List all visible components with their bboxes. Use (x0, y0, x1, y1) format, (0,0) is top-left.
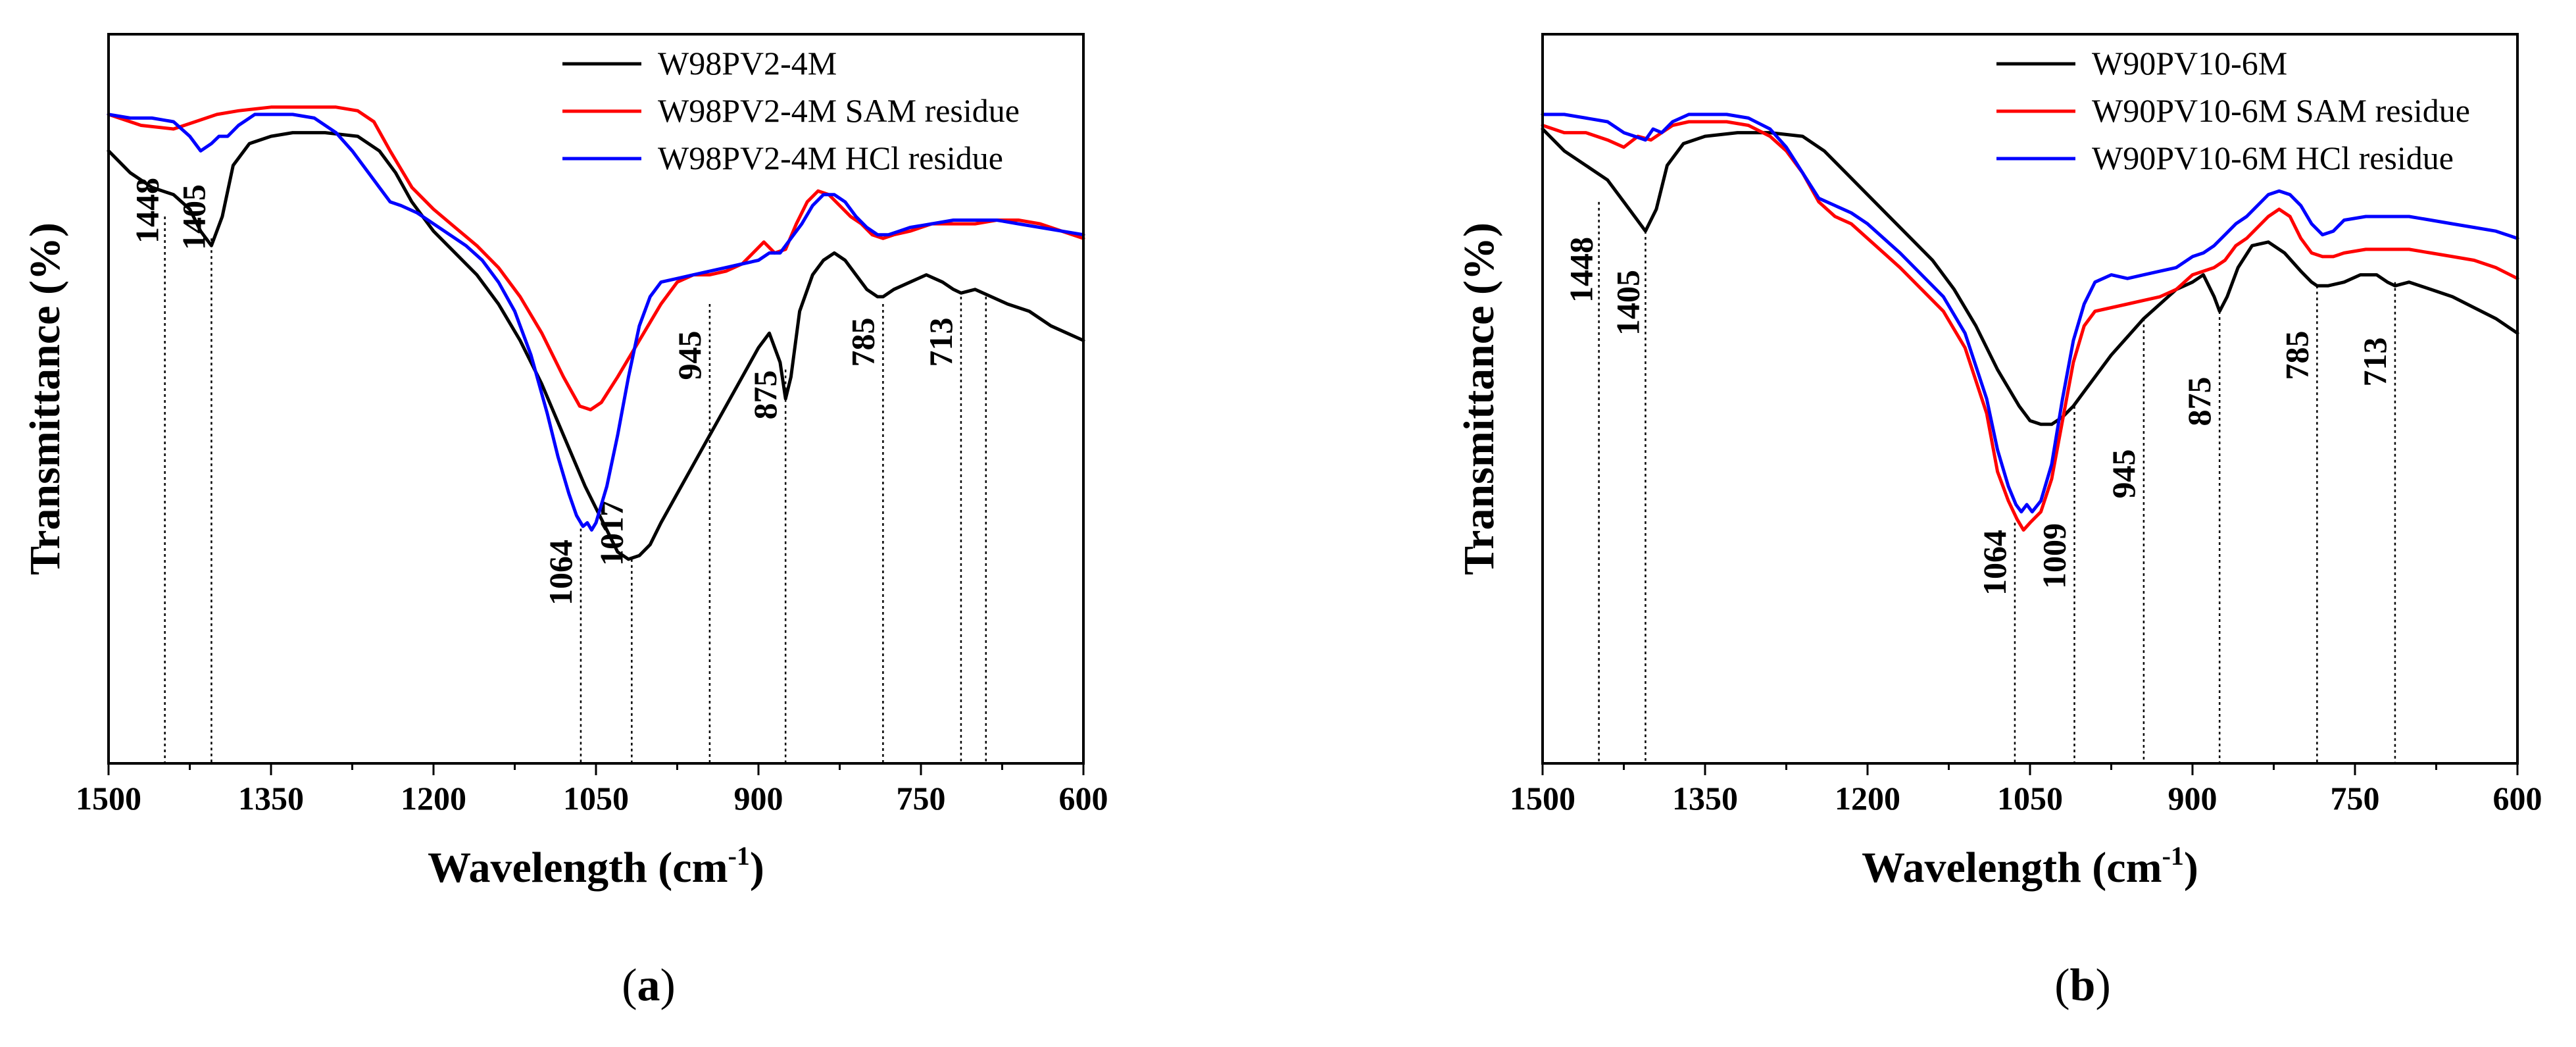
x-axis-title: Wavelength (cm-1) (1862, 841, 2198, 892)
x-tick-label: 600 (1059, 780, 1108, 817)
series-line-3 (107, 113, 1085, 532)
series-line-2 (1541, 120, 2519, 532)
peak-label: 1405 (1609, 270, 1646, 336)
peak-label: 1009 (2036, 523, 2073, 589)
x-axis-title-sup: -1 (728, 841, 750, 871)
series-line-2 (107, 105, 1085, 412)
x-tick-label: 750 (2331, 780, 2380, 817)
series-line-1 (107, 131, 1085, 561)
peak-label: 713 (2356, 338, 2393, 387)
series-line-3 (1541, 113, 2519, 514)
panel-label: (b) (2054, 960, 2111, 1011)
peak-label: 945 (2105, 449, 2142, 499)
x-tick-label: 1350 (238, 780, 304, 817)
x-axis-title-sup: -1 (2162, 841, 2184, 871)
x-tick-label: 900 (734, 780, 783, 817)
legend-label: W90PV10-6M SAM residue (2092, 92, 2470, 129)
x-axis-title: Wavelength (cm-1) (428, 841, 764, 892)
legend-label: W90PV10-6M (2092, 45, 2287, 82)
panel-b: 1448 1405 1064 1009 945 875 785 713 1500 1350 1200… (1455, 33, 2542, 1011)
peak-label: 1064 (542, 540, 579, 605)
x-axis-title-close: ) (750, 844, 764, 892)
x-tick-label: 900 (2168, 780, 2217, 817)
x-tick-label: 1500 (76, 780, 141, 817)
x-tick-label: 750 (897, 780, 946, 817)
x-tick-label: 600 (2493, 780, 2542, 817)
panel-label: (a) (622, 960, 676, 1011)
peak-label: 713 (922, 318, 959, 367)
peak-label: 785 (2278, 331, 2315, 380)
y-axis-title: Transmittance (%) (21, 222, 69, 575)
peak-label: 1448 (1563, 237, 1600, 303)
x-tick-label: 1350 (1672, 780, 1738, 817)
legend-label: W98PV2-4M (658, 45, 837, 82)
x-tick-label: 1200 (401, 780, 466, 817)
x-axis-title-close: ) (2184, 844, 2198, 892)
legend-label: W90PV10-6M HCl residue (2092, 140, 2454, 176)
panel-letter: b (2070, 960, 2096, 1011)
y-axis-title: Transmittance (%) (1455, 222, 1503, 575)
peak-label: 785 (844, 318, 881, 367)
peak-label: 945 (671, 331, 708, 380)
panel-letter: a (637, 960, 660, 1011)
x-axis-title-main: Wavelength (cm (1862, 844, 2162, 892)
peak-label: 1448 (129, 178, 166, 243)
x-tick-label: 1050 (563, 780, 629, 817)
x-axis-title-main: Wavelength (cm (428, 844, 728, 892)
peak-label: 1064 (1976, 530, 2013, 596)
peak-label: 875 (2181, 377, 2217, 426)
x-tick-label: 1050 (1997, 780, 2063, 817)
peak-label: 875 (747, 370, 783, 420)
x-tick-label: 1200 (1835, 780, 1900, 817)
x-tick-label: 1500 (1510, 780, 1575, 817)
legend-label: W98PV2-4M SAM residue (658, 92, 1020, 129)
legend-label: W98PV2-4M HCl residue (658, 140, 1003, 176)
series-line-1 (1541, 127, 2519, 426)
